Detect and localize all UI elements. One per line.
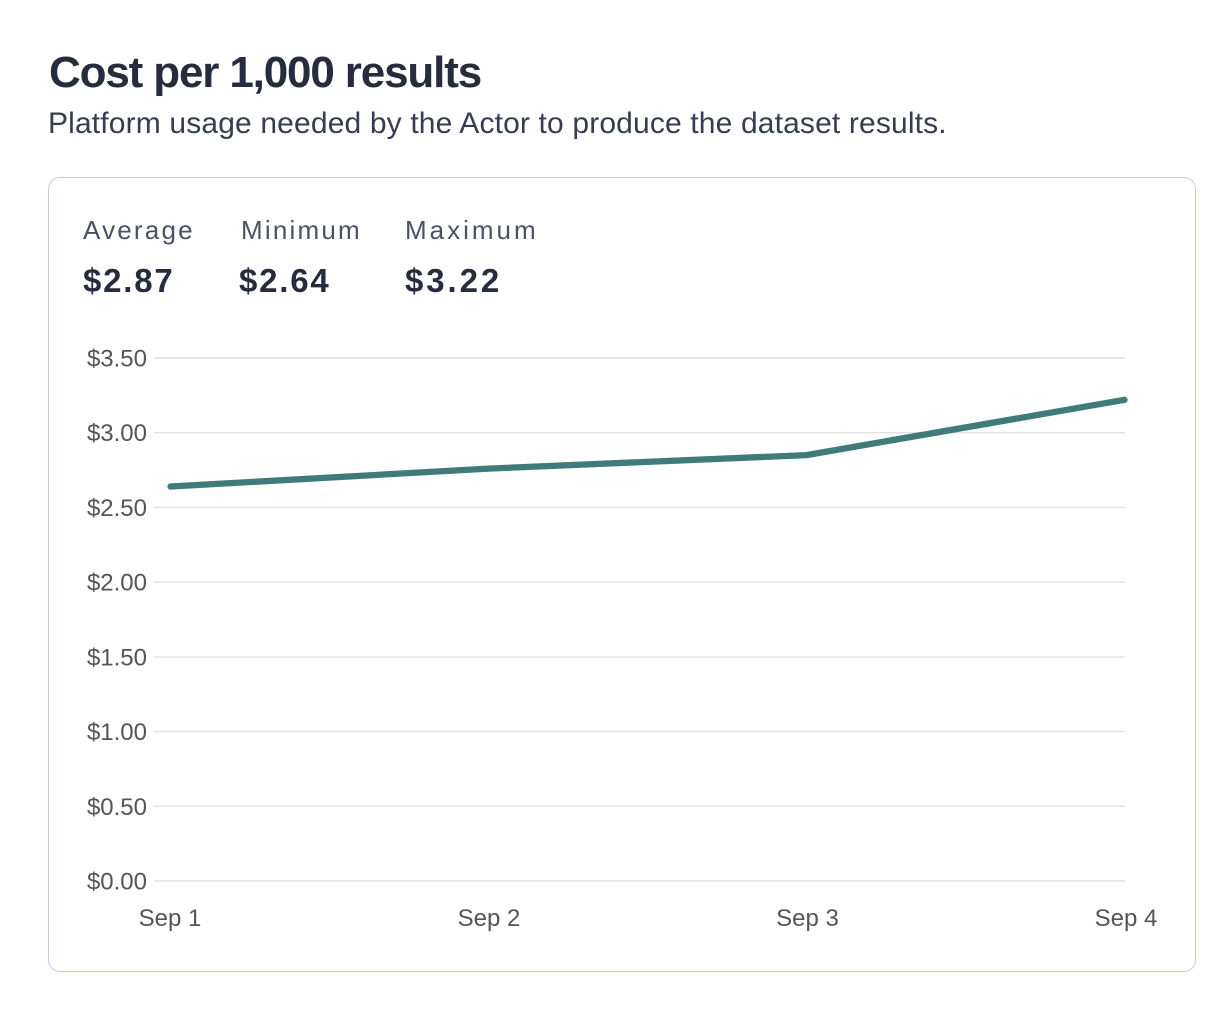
svg-text:Sep 3: Sep 3: [776, 905, 839, 932]
svg-text:Sep 1: Sep 1: [139, 905, 202, 932]
svg-text:Sep 4: Sep 4: [1095, 905, 1158, 932]
svg-text:$3.00: $3.00: [87, 420, 147, 447]
svg-text:$2.00: $2.00: [87, 570, 147, 597]
svg-text:$1.00: $1.00: [87, 719, 147, 746]
svg-text:$0.50: $0.50: [87, 794, 147, 821]
svg-text:$0.00: $0.00: [87, 869, 147, 896]
svg-text:Sep 2: Sep 2: [458, 905, 521, 932]
svg-text:$3.50: $3.50: [87, 346, 147, 373]
svg-text:$1.50: $1.50: [87, 644, 147, 671]
svg-text:$2.50: $2.50: [87, 495, 147, 522]
